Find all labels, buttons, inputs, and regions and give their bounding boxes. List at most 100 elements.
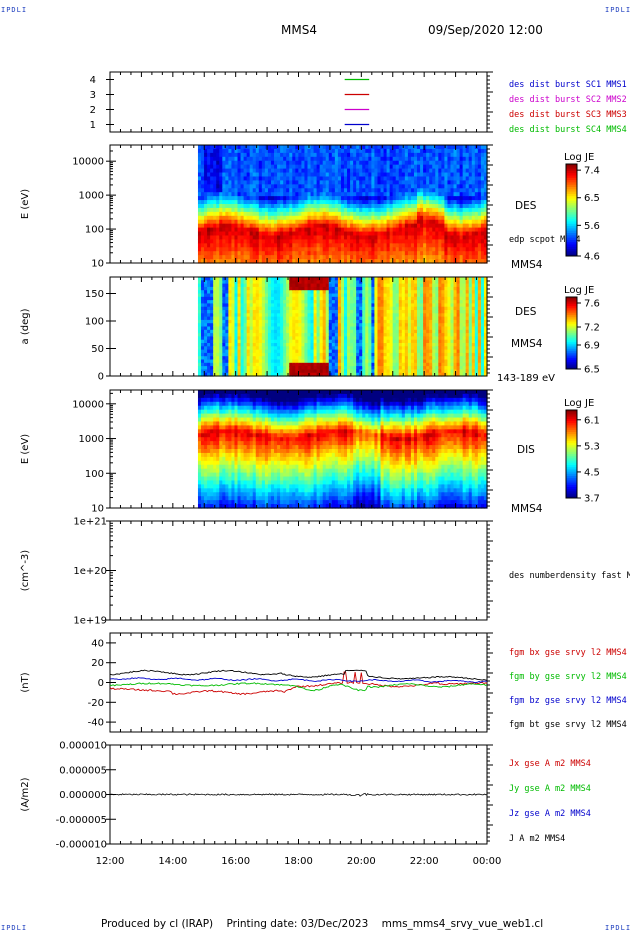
heatmap-cell (353, 235, 357, 240)
heatmap-cell (301, 207, 306, 213)
heatmap-cell (337, 319, 342, 324)
heatmap-cell (213, 239, 217, 244)
heatmap-cell (207, 329, 211, 334)
heatmap-cell (435, 176, 439, 181)
heatmap-cell (289, 319, 293, 324)
heatmap-cell (468, 215, 473, 221)
heatmap-cell (368, 259, 372, 264)
heatmap-cell (359, 280, 363, 285)
heatmap-cell (362, 326, 366, 331)
heatmap-cell (313, 215, 318, 221)
heatmap-cell (337, 372, 342, 377)
heatmap-cell (231, 188, 236, 193)
heatmap-cell (280, 310, 284, 314)
heatmap-cell (328, 319, 333, 324)
heatmap-cell (301, 239, 306, 244)
heatmap-cell (334, 172, 339, 178)
heatmap-cell (407, 204, 412, 209)
heatmap-cell (228, 366, 233, 370)
heatmap-cell (274, 219, 278, 225)
heatmap-cell (210, 215, 214, 221)
heatmap-cell (344, 290, 348, 295)
heatmap-cell (197, 323, 202, 328)
heatmap-cell (441, 200, 445, 205)
heatmap-cell (322, 223, 327, 229)
heatmap-cell (228, 362, 233, 367)
heatmap-cell (216, 359, 220, 364)
heatmap-cell (377, 296, 382, 301)
heatmap-cell (237, 362, 242, 367)
heatmap-cell (468, 251, 473, 256)
heatmap-cell (365, 316, 369, 321)
heatmap-cell (423, 231, 427, 237)
heatmap-cell (347, 346, 351, 351)
heatmap-cell (243, 369, 248, 374)
heatmap-cell (480, 152, 485, 158)
heatmap-cell (274, 188, 278, 193)
heatmap-cell (337, 359, 342, 364)
heatmap-cell (337, 290, 342, 295)
heatmap-cell (264, 306, 269, 311)
heatmap-cell (447, 259, 452, 264)
heatmap-cell (331, 168, 336, 174)
heatmap-cell (420, 152, 424, 158)
heatmap-cell (471, 145, 476, 150)
heatmap-cell (377, 319, 382, 324)
heatmap-cell (334, 251, 339, 256)
heatmap-cell (280, 283, 284, 288)
heatmap-cell (368, 277, 372, 281)
heatmap-cell (298, 168, 303, 174)
heatmap-cell (477, 251, 482, 256)
heatmap-cell (267, 359, 272, 364)
heatmap-cell (383, 280, 388, 285)
heatmap-cell (362, 231, 366, 237)
heatmap-cell (277, 352, 281, 357)
heatmap-cell (240, 356, 245, 361)
heatmap-cell (313, 180, 318, 185)
heatmap-cell (243, 243, 248, 248)
heatmap-cell (240, 329, 245, 334)
heatmap-cell (347, 336, 351, 341)
heatmap-cell (389, 168, 394, 174)
heatmap-cell (453, 223, 458, 229)
heatmap-cell (404, 251, 409, 256)
heatmap-cell (197, 362, 202, 367)
heatmap-cell (401, 235, 406, 240)
heatmap-cell (252, 343, 257, 347)
heatmap-cell (210, 251, 214, 256)
heatmap-cell (429, 243, 433, 248)
heatmap-cell (337, 313, 342, 318)
heatmap-cell (377, 369, 382, 374)
heatmap-cell (483, 148, 488, 154)
heatmap-cell (322, 333, 327, 337)
heatmap-cell (456, 231, 461, 237)
heatmap-cell (255, 152, 260, 158)
heatmap-cell (432, 152, 436, 158)
heatmap-cell (340, 164, 345, 170)
heatmap-cell (283, 366, 287, 370)
heatmap-cell (392, 227, 397, 233)
heatmap-cell (292, 176, 296, 181)
heatmap-cell (240, 231, 245, 237)
heatmap-cell (340, 148, 345, 154)
heatmap-cell (368, 176, 372, 181)
heatmap-cell (197, 280, 202, 285)
heatmap-cell (365, 366, 369, 370)
heatmap-cell (465, 156, 470, 162)
heatmap-cell (255, 310, 260, 314)
heatmap-cell (374, 204, 379, 209)
heatmap-cell (359, 352, 363, 357)
heatmap-cell (477, 192, 482, 197)
heatmap-cell (444, 196, 449, 201)
heatmap-cell (231, 359, 236, 364)
heatmap-cell (243, 145, 248, 150)
heatmap-cell (386, 156, 391, 162)
heatmap-cell (435, 255, 439, 260)
heatmap-cell (225, 211, 229, 217)
heatmap-cell (304, 211, 309, 217)
heatmap-cell (197, 319, 202, 324)
heatmap-cell (340, 188, 345, 193)
heatmap-cell (450, 255, 455, 260)
heatmap-cell (322, 204, 327, 209)
heatmap-cell (219, 303, 223, 308)
